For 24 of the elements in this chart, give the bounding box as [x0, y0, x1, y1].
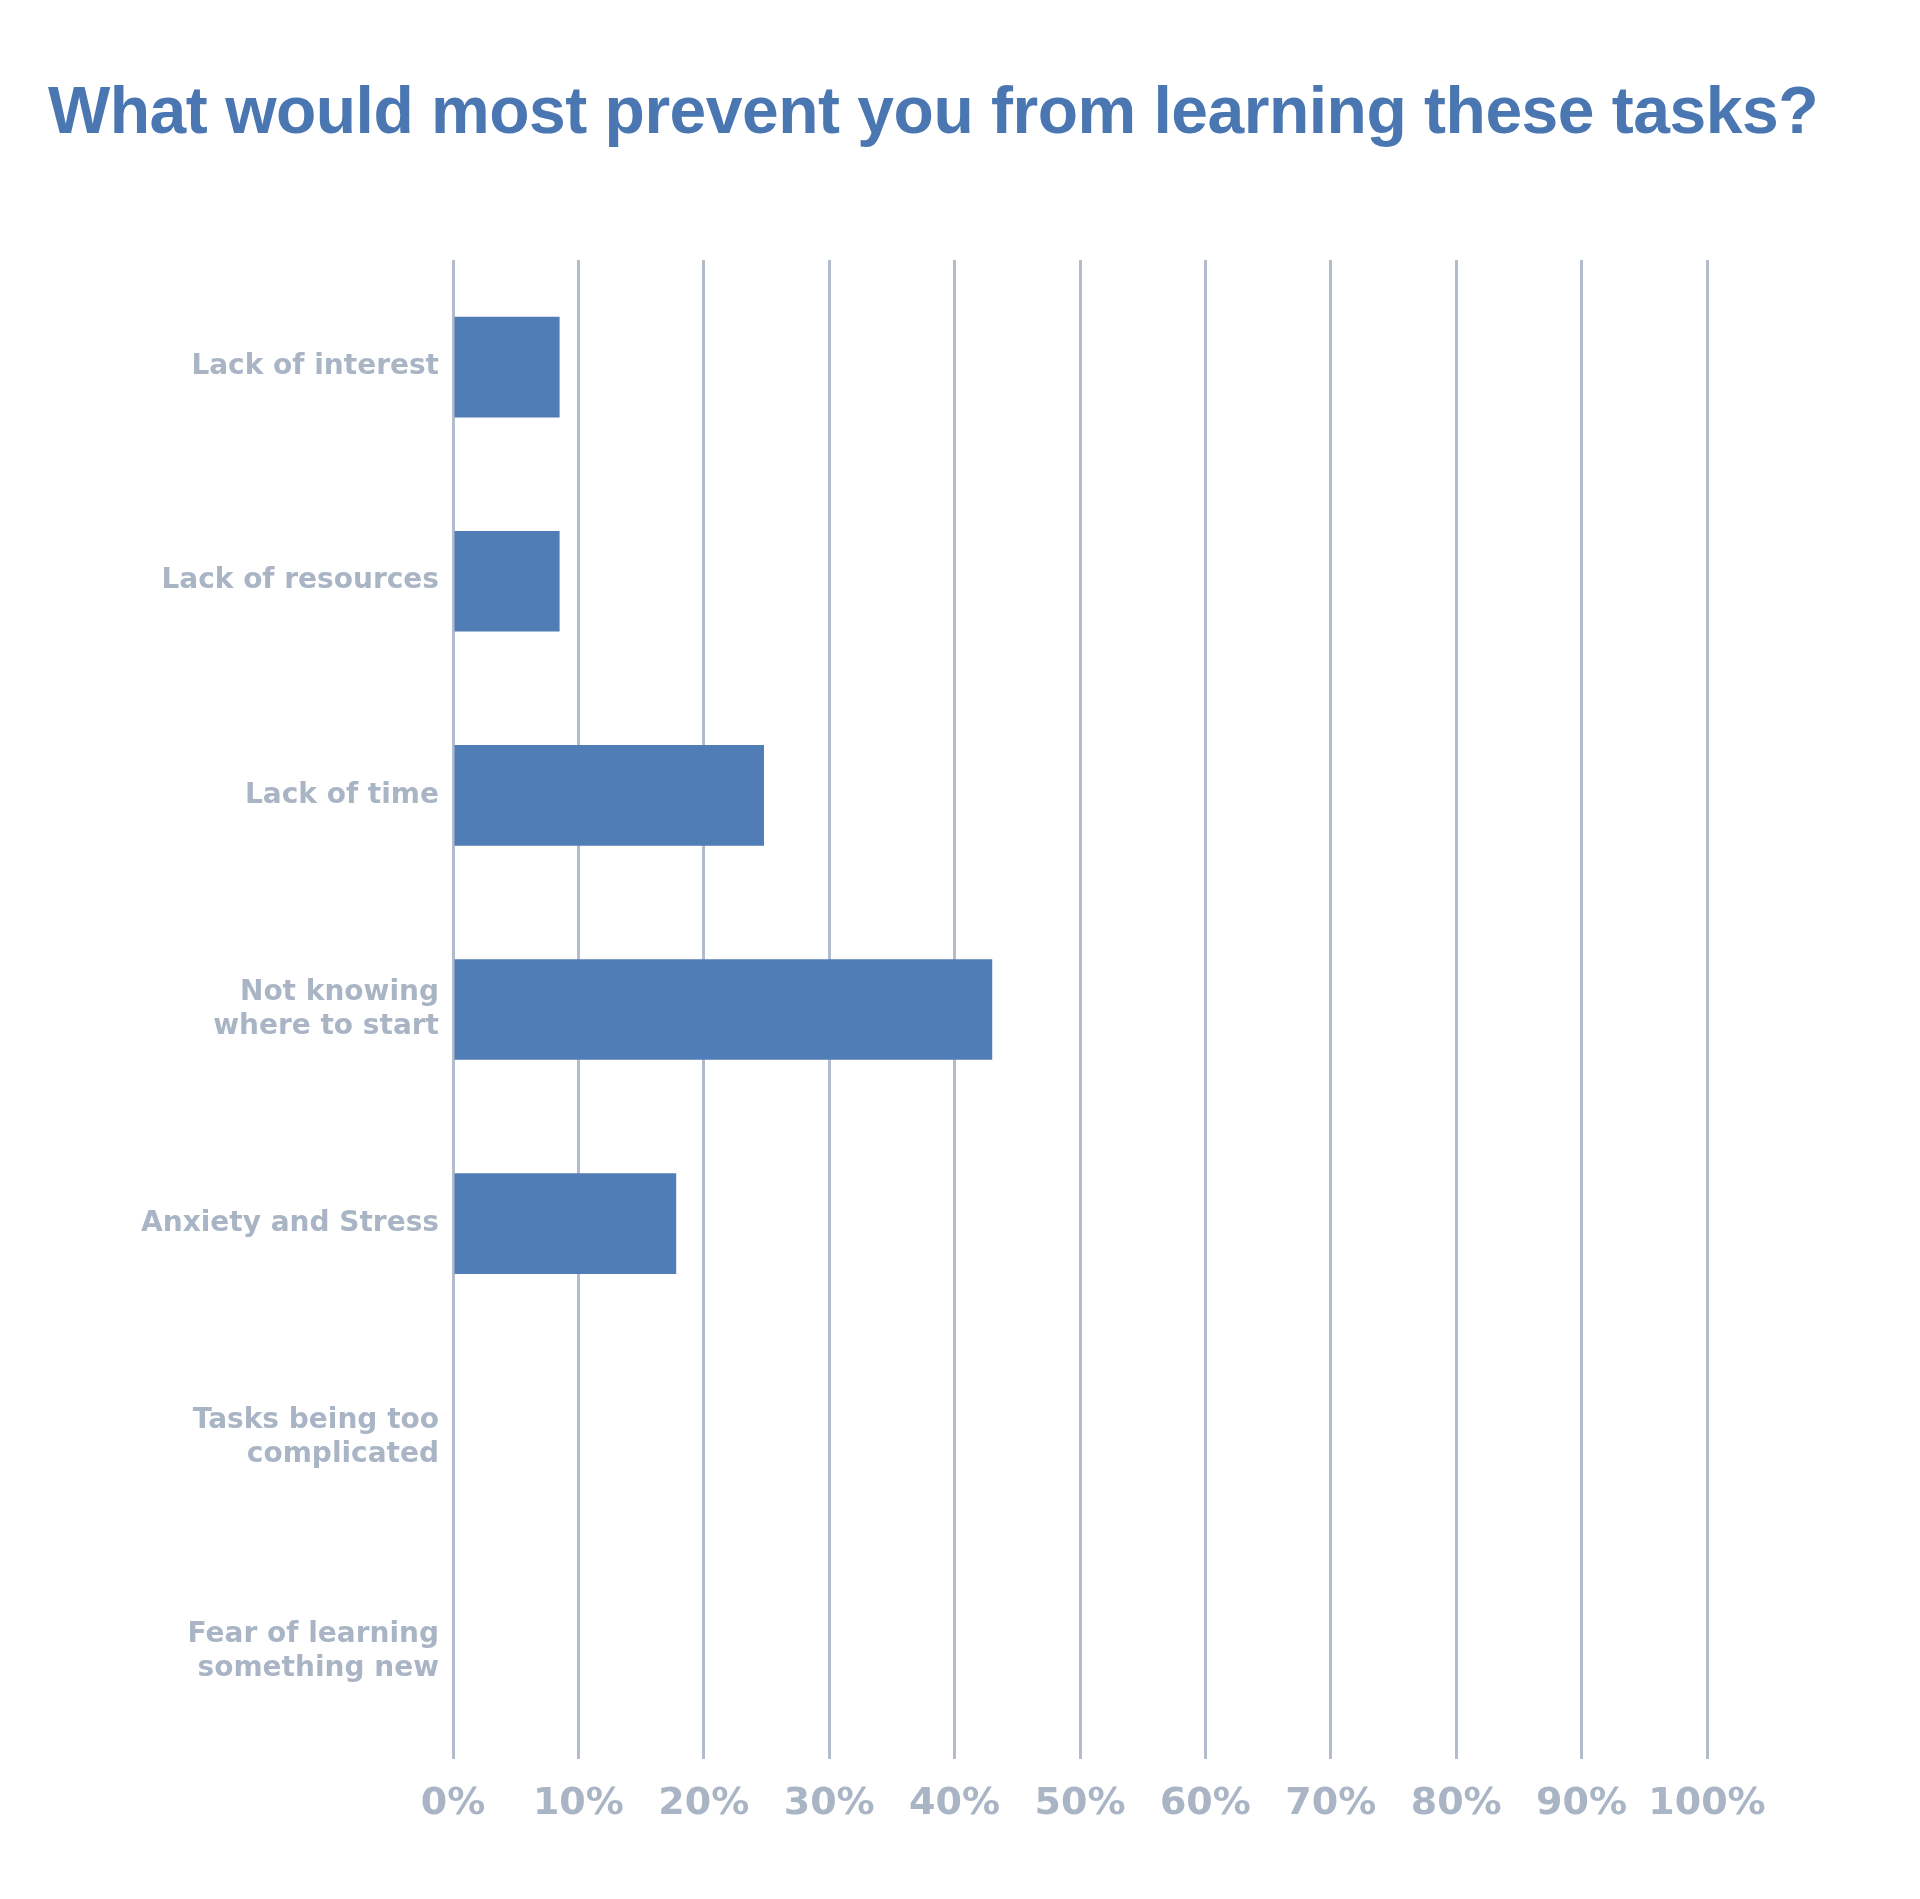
y-tick-label: Fear of learning something new: [187, 1616, 439, 1684]
y-tick-label: Not knowing where to start: [213, 973, 439, 1041]
x-tick-label: 40%: [909, 1778, 1001, 1823]
x-tick-label: 90%: [1536, 1778, 1628, 1823]
chart-title: What would most prevent you from learning these tasks?: [48, 72, 1818, 148]
y-tick-label: Anxiety and Stress: [141, 1204, 439, 1238]
x-tick-label: 10%: [532, 1778, 624, 1823]
x-tick-label: 70%: [1285, 1778, 1377, 1823]
bar: [454, 1173, 677, 1274]
x-tick-label: 60%: [1159, 1778, 1251, 1823]
x-tick-label: 100%: [1648, 1778, 1766, 1823]
bar: [454, 959, 993, 1060]
y-tick-label: Lack of interest: [191, 348, 439, 382]
bar: [454, 745, 764, 846]
x-tick-label: 20%: [658, 1778, 750, 1823]
bar: [454, 530, 560, 632]
y-tick-label: Lack of resources: [161, 562, 439, 596]
x-tick-label: 30%: [783, 1778, 875, 1823]
x-tick-label: 50%: [1034, 1778, 1126, 1823]
y-tick-label: Lack of time: [244, 776, 439, 810]
x-tick-label: 0%: [420, 1778, 486, 1823]
bar: [454, 316, 560, 418]
x-tick-label: 80%: [1410, 1778, 1502, 1823]
y-tick-label: Tasks being too complicated: [192, 1402, 439, 1469]
